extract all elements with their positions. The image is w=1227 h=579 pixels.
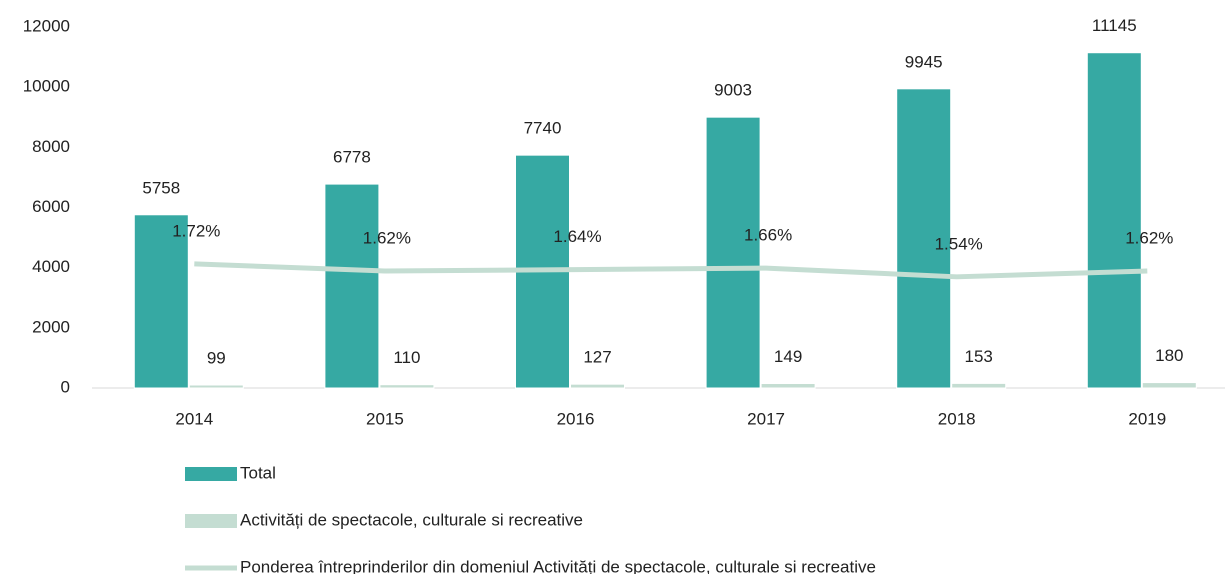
bar <box>133 214 189 389</box>
legend-label: Total <box>240 463 276 482</box>
legend-label: Ponderea întreprinderilor din domeniul A… <box>240 557 876 574</box>
x-tick-label: 2018 <box>938 409 976 428</box>
y-tick-label: 2000 <box>32 317 70 336</box>
x-tick-label: 2017 <box>747 409 785 428</box>
bar <box>1086 52 1142 389</box>
data-label: 1.66% <box>744 226 792 245</box>
data-label: 9003 <box>714 81 752 100</box>
legend-symbol <box>185 467 237 481</box>
data-label: 1.62% <box>1125 229 1173 248</box>
line <box>194 261 1148 280</box>
data-label: 11145 <box>1092 16 1137 35</box>
bar <box>951 382 1007 389</box>
y-tick-label: 4000 <box>32 257 70 276</box>
y-tick-label: 6000 <box>32 197 70 216</box>
data-label: 149 <box>774 347 802 366</box>
x-tick-label: 2015 <box>366 409 404 428</box>
data-label: 180 <box>1155 346 1183 365</box>
data-label: 1.64% <box>553 227 601 246</box>
bar <box>896 88 952 389</box>
data-label: 9945 <box>905 52 943 71</box>
y-tick-label: 8000 <box>32 137 70 156</box>
data-label: 153 <box>965 347 993 366</box>
data-label: 6778 <box>333 148 371 167</box>
bar <box>705 116 761 389</box>
x-tick-label: 2016 <box>557 409 595 428</box>
y-tick-label: 10000 <box>23 77 70 96</box>
bar <box>1141 382 1197 389</box>
bar <box>324 183 380 389</box>
bar <box>570 383 625 389</box>
data-label: 5758 <box>142 178 180 197</box>
data-label: 1.62% <box>363 229 411 248</box>
y-tick-label: 12000 <box>23 16 70 35</box>
data-label: 110 <box>393 348 420 367</box>
legend-label: Activități de spectacole, culturale si r… <box>240 510 583 529</box>
legend-symbol <box>185 514 237 528</box>
data-label: 1.72% <box>172 221 220 240</box>
x-tick-label: 2019 <box>1128 409 1166 428</box>
bar <box>379 384 435 389</box>
bar <box>188 384 244 389</box>
data-label: 99 <box>207 349 226 368</box>
bar <box>760 383 816 389</box>
y-tick-label: 0 <box>61 377 70 396</box>
x-tick-label: 2014 <box>175 409 213 428</box>
data-label: 1.54% <box>935 234 983 253</box>
data-label: 127 <box>583 348 611 367</box>
data-label: 7740 <box>524 119 562 138</box>
